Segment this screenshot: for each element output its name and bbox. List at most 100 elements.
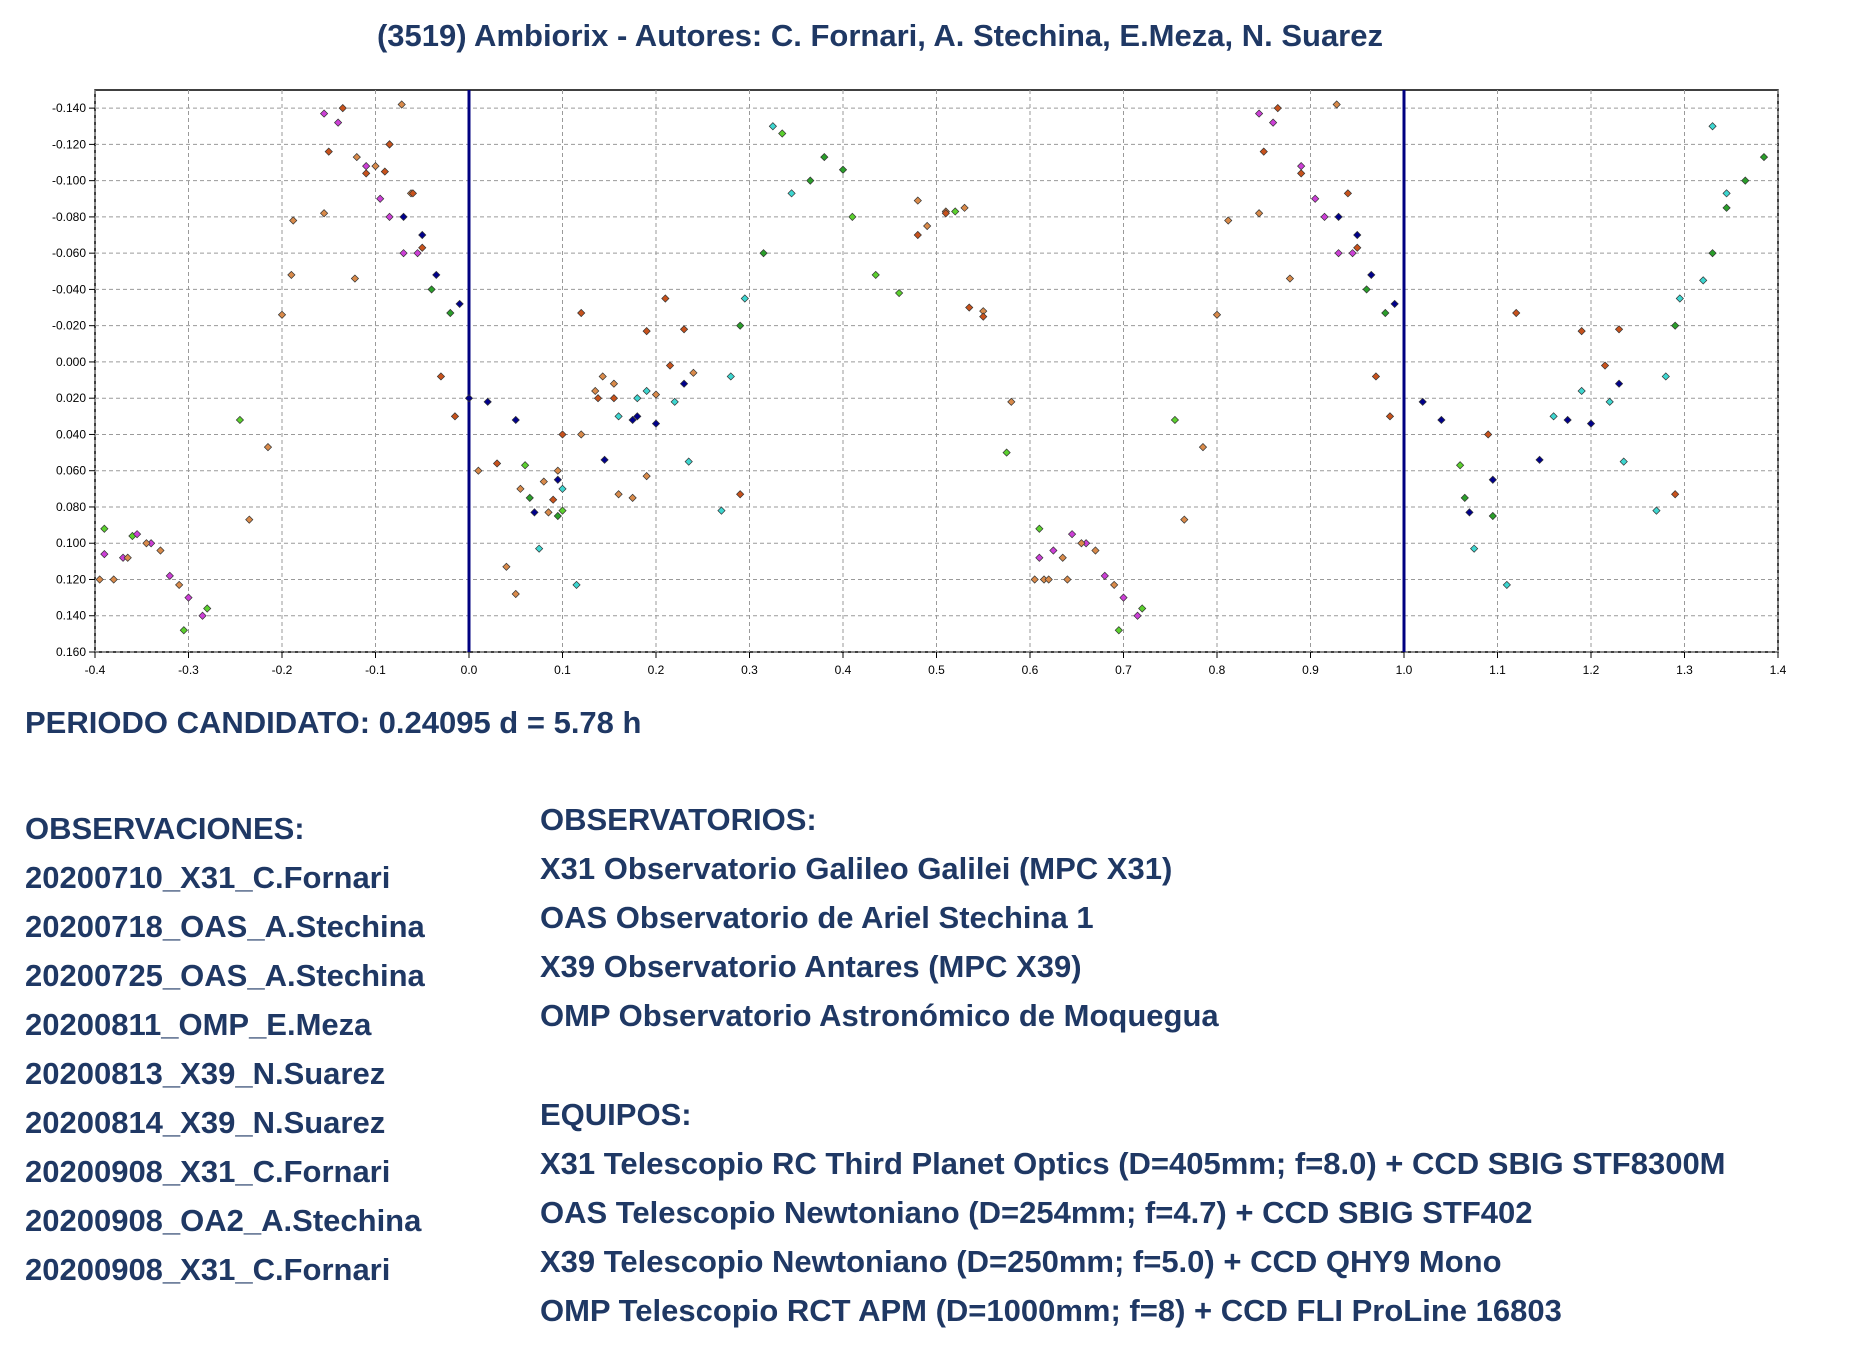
data-point <box>820 152 829 162</box>
y-tick-label: -0.120 <box>52 137 86 151</box>
x-tick-label: 1.2 <box>1583 663 1600 677</box>
data-point <box>179 626 188 635</box>
y-tick-label: -0.100 <box>52 174 86 188</box>
data-point <box>235 415 245 425</box>
data-point <box>203 604 212 613</box>
y-tick-label: 0.000 <box>56 355 86 369</box>
x-axis-ticks: -0.4 -0.3 -0.2 -0.1 0.0 0.1 0.2 0.3 0.4 0.5 0.6 0.7… <box>85 652 1787 677</box>
data-point <box>184 593 193 602</box>
data-point <box>1381 308 1390 318</box>
data-point <box>553 511 562 521</box>
data-point <box>100 524 109 533</box>
data-point <box>1675 294 1684 303</box>
data-point <box>1759 152 1769 162</box>
observacion-item: 20200718_OAS_A.Stechina <box>25 909 425 944</box>
data-point <box>1465 508 1474 517</box>
equipos-heading: EQUIPOS: <box>540 1097 692 1132</box>
x-tick-label: 0.5 <box>928 663 945 677</box>
lightcurve-plot: -0.4 -0.3 -0.2 -0.1 0.0 0.1 0.2 0.3 0.4 0.5 0.6 0.7… <box>52 89 1787 677</box>
data-point <box>609 394 619 403</box>
data-point <box>572 580 581 590</box>
data-point <box>1577 327 1586 336</box>
data-point <box>413 249 422 258</box>
y-tick-label: -0.020 <box>52 319 86 333</box>
data-point <box>1334 212 1343 221</box>
data-point <box>1348 249 1357 258</box>
data-point <box>759 249 768 258</box>
observaciones-heading: OBSERVACIONES: <box>25 811 305 846</box>
data-point <box>408 189 417 198</box>
data-point <box>1437 415 1446 425</box>
data-point <box>371 162 380 171</box>
data-point <box>1614 325 1624 334</box>
data-point <box>350 274 360 283</box>
data-point <box>670 397 679 406</box>
x-tick-label: 0.3 <box>741 663 758 677</box>
data-point <box>628 415 637 425</box>
data-point <box>123 553 132 562</box>
data-point <box>338 104 347 113</box>
data-point <box>521 461 530 470</box>
data-point <box>553 466 562 475</box>
y-tick-label: 0.160 <box>56 645 86 659</box>
y-tick-label: -0.080 <box>52 210 86 224</box>
data-point <box>1418 397 1427 406</box>
data-point <box>502 562 511 571</box>
observatorio-item: X31 Observatorio Galileo Galilei (MPC X3… <box>540 851 1173 886</box>
data-point <box>651 419 661 428</box>
x-tick-label: 0.9 <box>1302 663 1319 677</box>
data-point <box>1741 176 1750 185</box>
data-point <box>142 539 151 548</box>
data-point <box>913 196 922 205</box>
data-point <box>1385 412 1395 421</box>
data-point <box>740 294 749 303</box>
data-point <box>535 544 544 553</box>
data-point <box>558 506 567 515</box>
data-point <box>979 312 988 321</box>
data-point <box>319 109 329 118</box>
observatorios-heading: OBSERVATORIOS: <box>540 802 817 837</box>
data-point <box>1722 203 1731 212</box>
data-point <box>1671 321 1680 330</box>
observacion-item: 20200710_X31_C.Fornari <box>25 860 391 895</box>
data-point <box>109 575 118 584</box>
data-point <box>1332 100 1341 109</box>
x-tick-label: 0.6 <box>1022 663 1039 677</box>
data-point <box>156 546 165 555</box>
data-point <box>923 221 932 231</box>
observatorios-list: OBSERVATORIOS: X31 Observatorio Galileo … <box>540 795 1219 1040</box>
equipo-item: X31 Telescopio RC Third Planet Optics (D… <box>540 1146 1726 1181</box>
data-point <box>450 412 460 421</box>
data-point <box>787 189 796 198</box>
data-point <box>1600 361 1610 370</box>
data-point <box>362 169 371 178</box>
data-point <box>483 397 492 406</box>
data-point <box>492 459 502 468</box>
data-point <box>1343 189 1352 198</box>
data-point <box>1563 415 1572 425</box>
data-point <box>1460 493 1469 502</box>
data-point <box>289 216 298 225</box>
data-point <box>1708 249 1717 258</box>
data-point <box>871 270 880 280</box>
observacion-item: 20200814_X39_N.Suarez <box>25 1105 386 1140</box>
data-point <box>95 575 104 584</box>
data-point <box>1470 544 1479 553</box>
data-point <box>941 209 950 218</box>
data-point <box>1254 109 1264 118</box>
data-point <box>1138 604 1147 613</box>
data-point <box>642 472 651 481</box>
data-point <box>385 212 394 221</box>
data-points <box>95 100 1769 635</box>
observatorio-item: X39 Observatorio Antares (MPC X39) <box>540 949 1082 984</box>
data-point <box>455 299 464 309</box>
data-point <box>263 443 273 452</box>
data-point <box>319 209 329 218</box>
data-point <box>1577 386 1586 396</box>
data-point <box>1390 299 1399 309</box>
x-tick-label: 0.1 <box>554 663 571 677</box>
data-point <box>1549 412 1558 421</box>
data-point <box>1605 397 1614 406</box>
data-point <box>951 207 960 216</box>
x-tick-label: 0.0 <box>461 663 478 677</box>
